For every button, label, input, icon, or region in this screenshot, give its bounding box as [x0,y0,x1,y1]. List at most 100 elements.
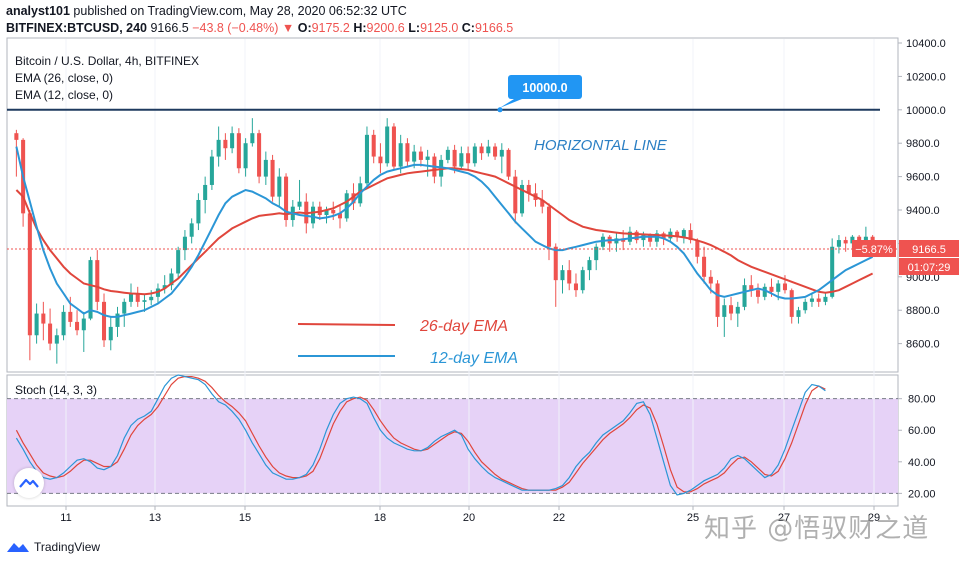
candle-body [142,300,147,302]
candle-body [823,296,828,302]
candle-body [634,231,639,241]
candle-body [762,286,767,297]
price-tick-label: 8800.0 [906,305,940,317]
candle-body [573,283,578,291]
price-tick-label: 8600.0 [906,339,940,351]
publish-info: analyst101 published on TradingView.com,… [6,4,407,18]
candle-body [209,156,214,185]
candle-body [452,149,457,167]
candle-body [122,301,127,314]
candle-body [843,240,848,244]
candle-body [243,143,248,169]
time-tick-label: 20 [463,512,475,524]
candle-body [311,206,316,224]
footer-brand-label: TradingView [34,540,101,554]
candle-body [176,250,181,274]
overlays: 10000.0 HORIZONTAL LINE 26-day EMA 12-day E… [7,75,959,367]
candle-body [34,313,39,336]
candle-body [472,146,477,164]
candle-body [526,184,531,194]
candle-body [108,326,113,341]
candle-body [499,149,504,157]
stoch-axis[interactable]: 20.00 40.00 60.00 80.00 [7,394,936,501]
candle-body [203,184,208,200]
candle-body [729,305,734,314]
candle-body [351,193,356,204]
candle-body [412,151,417,162]
horizontal-line-label: HORIZONTAL LINE [534,137,668,154]
candle-body [708,276,713,284]
candle-body [796,310,801,317]
candle-body [466,153,471,164]
candle-body [627,231,632,242]
candle-body [344,193,349,219]
callout-box [508,75,582,99]
candle-body [398,143,403,167]
candle-body [688,230,693,241]
price-axis[interactable]: 8600.08800.09000.09200.09400.09600.09800… [898,38,946,351]
publish-text: published on TradingView.com, May 28, 20… [69,4,407,18]
candle-body [513,176,518,214]
ema26-legend[interactable]: EMA (26, close, 0) [15,71,114,85]
price-tick-label: 9800.0 [906,138,940,150]
watermark-text: 知乎 @悟驭财之道 [704,514,930,544]
time-tick-label: 22 [553,512,565,524]
candle-body [378,156,383,164]
time-tick-label: 15 [239,512,251,524]
candle-body [68,311,73,322]
candle-body [553,246,558,281]
callout-pointer [500,99,522,108]
candle-body [735,306,740,314]
candle-body [695,240,700,257]
candle-body [277,176,282,197]
ema12-line [15,146,874,318]
candle-body [809,298,814,302]
candle-body [189,223,194,237]
stoch-lines [15,374,826,496]
ema-lines [15,146,874,318]
price-tick-label: 10000.0 [906,105,946,117]
candle-body [675,231,680,237]
candle-body [391,126,396,167]
candle-body [95,260,100,302]
candle-body [560,270,565,281]
candle-body [803,301,808,311]
ema12-annotation-label: 12-day EMA [430,350,518,367]
candle-body [48,323,53,344]
candle-body [648,235,653,242]
stoch-tick-label: 20.00 [908,488,936,500]
last-price: 9166.5 [150,21,189,35]
author-name[interactable]: analyst101 [6,4,70,18]
candle-body [520,184,525,214]
stoch-k-line [15,374,826,496]
footer-brand[interactable]: TradingView [6,540,100,554]
candle-body [169,273,174,286]
callout-anchor [497,107,503,113]
symbol-label: BITFINEX:BTCUSD, 240 [6,21,147,35]
pct-tag-label: −5.87% [855,244,893,256]
candle-body [324,210,329,216]
tradingview-badge[interactable] [14,468,44,498]
candle-body [742,285,747,307]
countdown-box [899,258,959,276]
candle-body [128,293,134,302]
pct-tag-box [852,240,896,258]
change-down-icon: ▼ [281,21,295,35]
candle-body [722,305,727,317]
candle-body [749,285,754,291]
time-axis[interactable]: 11 13 15 18 20 22 25 27 29 [60,506,880,524]
price-tick-label: 10400.0 [906,38,946,50]
ema12-legend[interactable]: EMA (12, close, 0) [15,88,114,102]
candle-body [405,143,410,162]
ema26-annotation-label: 26-day EMA [419,318,508,335]
high-label: H: [353,21,367,35]
low-label: L: [408,21,421,35]
open-label: O: [297,21,312,35]
price-tick-label: 9600.0 [906,172,940,184]
candle-body [101,301,107,341]
low-value: 9125.0 [420,21,459,35]
stoch-legend[interactable]: Stoch (14, 3, 3) [15,383,98,397]
candle-body [769,286,774,292]
candle-body [479,146,484,154]
